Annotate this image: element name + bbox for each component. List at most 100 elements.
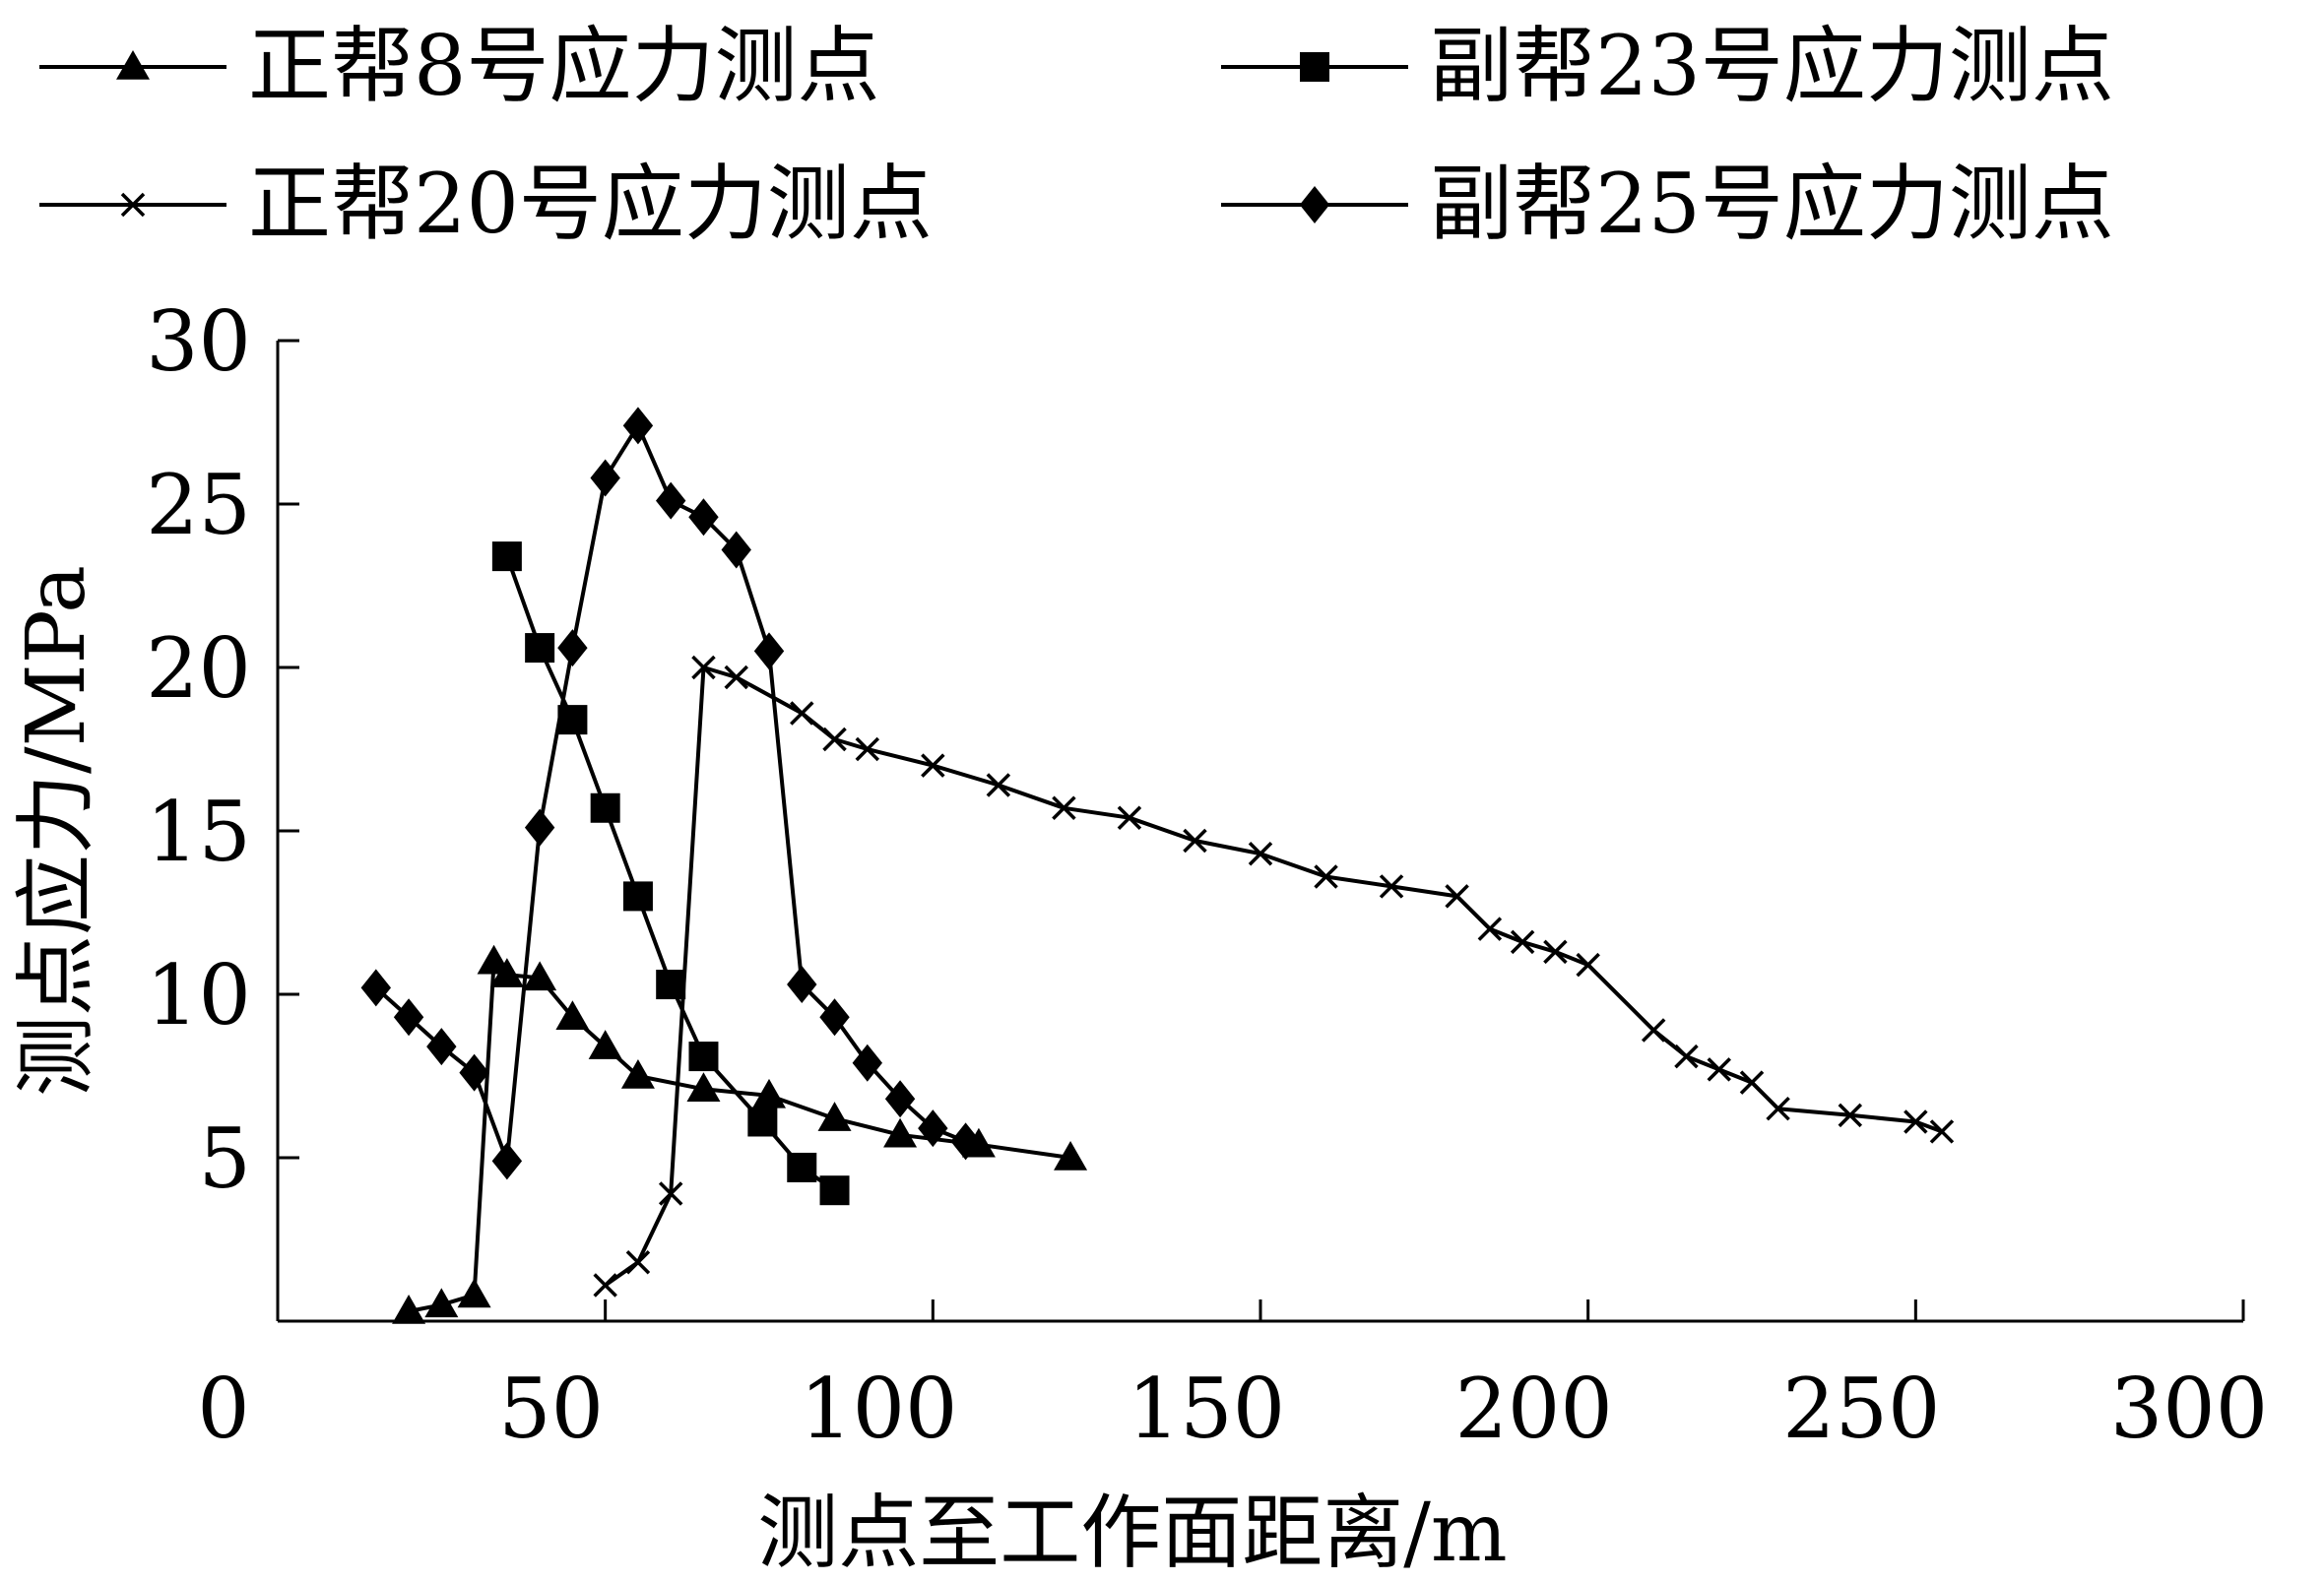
data-point [424,1288,459,1318]
data-point [753,632,785,670]
data-point [360,969,391,1007]
x-axis-label: 测点至工作面距离/m [757,1487,1507,1580]
legend-label: 正帮20号应力测点 [248,156,933,252]
data-point [688,498,719,537]
legend-entry: 副帮25号应力测点 [1221,156,2114,252]
legend-entry: 正帮8号应力测点 [39,18,879,114]
data-point [590,459,620,497]
data-point [491,1142,523,1180]
data-point [884,1080,916,1118]
y-tick-label: 15 [146,784,251,880]
data-point [790,701,814,726]
series-4 [360,407,981,1180]
x-tick-label: 50 [498,1361,604,1457]
legend-marker [116,50,150,80]
data-point [1641,1018,1666,1043]
data-point [557,629,588,667]
data-point [524,808,555,847]
legend-marker [1300,52,1329,82]
data-point [426,1028,457,1066]
legend-label: 正帮8号应力测点 [248,18,879,114]
data-point [1054,1141,1088,1171]
data-point [1183,828,1207,854]
axes [276,341,2243,1323]
legend-marker [1299,186,1330,223]
data-point [393,998,424,1037]
data-point [721,531,751,569]
x-tick-label: 0 [197,1361,249,1457]
data-point [457,1278,491,1308]
data-point [752,1078,786,1108]
series-1 [392,944,1088,1324]
y-tick-label: 25 [146,457,251,553]
data-point [1477,917,1503,941]
data-point [622,407,654,445]
data-point [1707,1057,1731,1082]
data-point [1838,1103,1863,1128]
data-point [1314,864,1338,889]
x-tick-label: 250 [1782,1361,1940,1457]
x-tick-label: 150 [1128,1361,1285,1457]
legend-entry: 副帮23号应力测点 [1221,18,2114,114]
data-point [1543,939,1568,965]
data-point [1510,929,1535,955]
data-point [656,970,686,1000]
data-point [588,1030,622,1059]
y-tick-label: 20 [146,620,251,717]
data-point [525,633,555,664]
data-point [392,1295,426,1324]
x-tick-label: 100 [800,1361,957,1457]
data-point [817,1102,852,1131]
series-line [505,555,836,1192]
series [360,407,1955,1324]
x-tick-label: 300 [2110,1361,2268,1457]
data-point [819,1175,850,1206]
series-2 [491,541,850,1206]
data-point [491,541,522,572]
data-point [918,1109,948,1148]
data-point [620,1059,655,1089]
data-point [1576,952,1600,978]
data-point [822,727,847,752]
x-tick-label: 200 [1454,1361,1612,1457]
data-point [523,961,557,991]
data-point [1379,874,1404,899]
legend-label: 副帮25号应力测点 [1430,156,2114,252]
data-point [658,1181,683,1206]
data-point [1052,795,1076,820]
data-point [1766,1096,1790,1121]
data-point [1674,1044,1699,1069]
data-point [921,753,945,778]
data-point [1445,884,1469,909]
series-3 [593,655,1955,1298]
data-point [787,966,817,1004]
y-axis-label: 测点应力/MPa [10,565,103,1097]
data-point [724,665,748,690]
data-point [1117,805,1142,830]
data-point [555,1000,590,1030]
legend-label: 副帮23号应力测点 [1430,18,2114,114]
data-point [1248,842,1273,866]
data-point [1739,1070,1765,1095]
data-point [625,1250,651,1275]
data-point [986,773,1011,797]
data-point [622,881,653,912]
data-point [691,655,716,680]
legend-marker [120,192,146,218]
y-tick-label: 10 [146,947,251,1044]
data-point [787,1152,817,1182]
data-point [686,1072,721,1103]
data-point [883,1117,918,1148]
legend-entry: 正帮20号应力测点 [39,156,933,252]
y-tick-label: 5 [199,1110,251,1207]
data-point [855,736,880,762]
data-point [819,998,850,1037]
data-point [1929,1119,1955,1144]
data-point [1904,1109,1928,1134]
data-point [656,481,686,520]
data-point [852,1044,882,1082]
y-tick-label: 30 [146,293,251,390]
data-point [489,958,524,987]
